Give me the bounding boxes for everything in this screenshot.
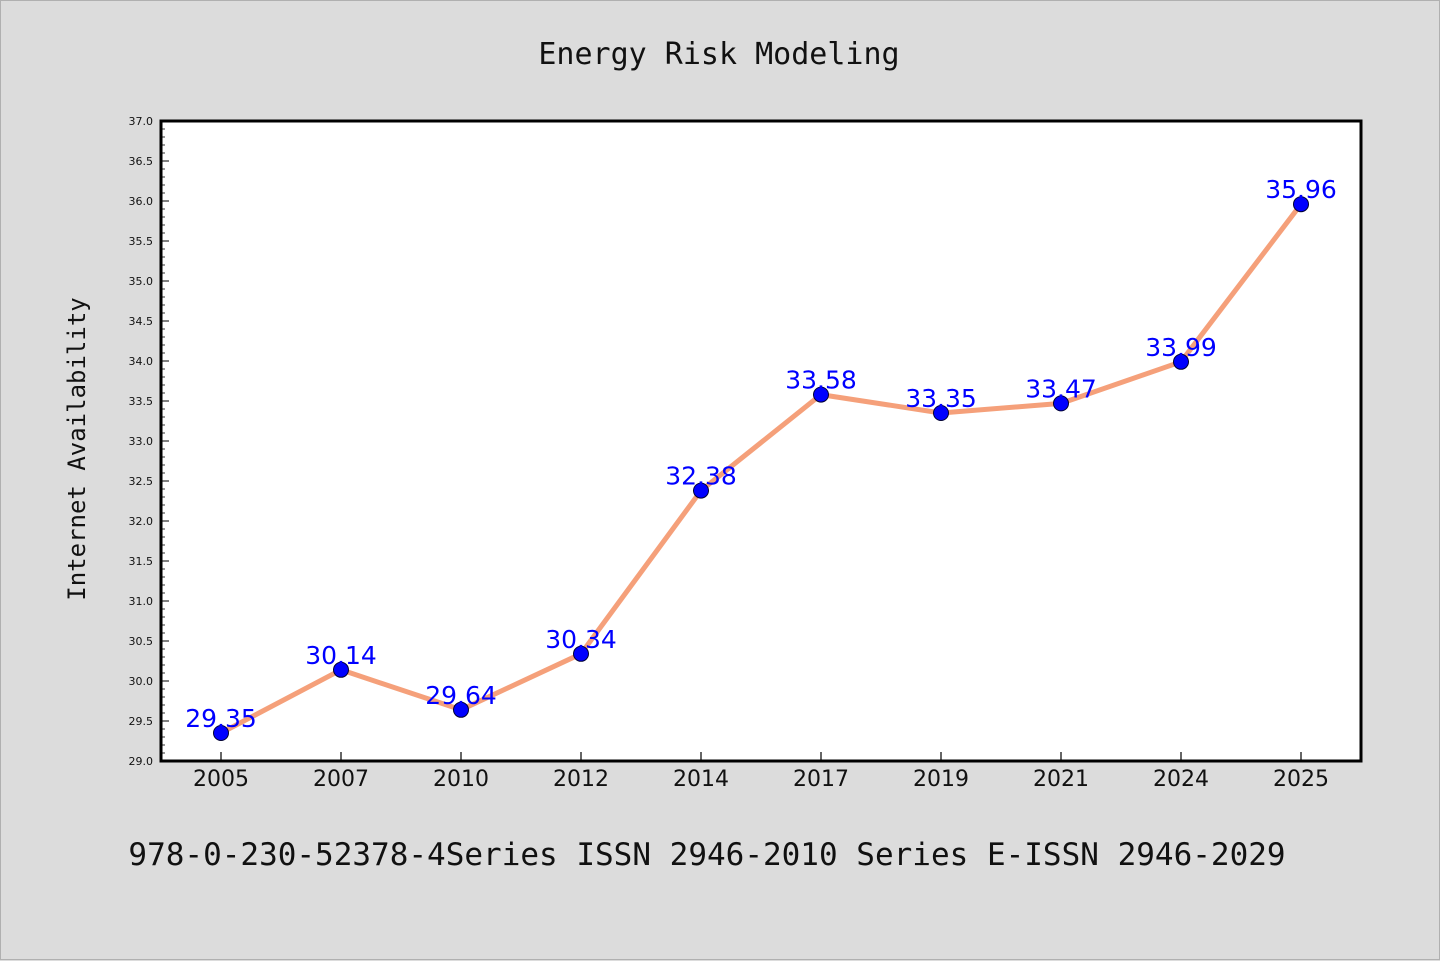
- data-point: [693, 482, 709, 499]
- y-tick-label: 36.0: [129, 195, 154, 208]
- y-tick-label: 30.0: [129, 675, 154, 688]
- y-tick-label: 33.0: [129, 435, 154, 448]
- y-tick-label: 30.5: [129, 635, 154, 648]
- data-label-layer: 29.35 30.14 29.64 30.34 32.38 33.58 33.35 33.47…: [185, 175, 1337, 733]
- y-tick-label: 31.0: [129, 595, 154, 608]
- data-label: 33.58: [785, 366, 857, 395]
- y-axis-label: Internet Availability: [63, 297, 91, 600]
- y-tick-label: 35.0: [129, 275, 154, 288]
- data-point: [1173, 353, 1189, 370]
- data-point: [453, 701, 469, 718]
- x-tick-label: 2012: [553, 767, 609, 792]
- data-point: [933, 405, 949, 421]
- y-tick-label: 34.0: [129, 355, 154, 368]
- y-tick-label: 37.0: [129, 115, 154, 128]
- chart-title: Energy Risk Modeling: [538, 37, 899, 72]
- x-tick-label: 2017: [793, 767, 849, 792]
- y-tick-label: 32.0: [129, 515, 154, 528]
- y-tick-label: 31.5: [129, 555, 154, 568]
- footer-text: 978-0-230-52378-4Series ISSN 2946-2010 S…: [128, 837, 1285, 873]
- data-label: 35.96: [1265, 175, 1337, 204]
- x-tick-label: 2005: [193, 767, 249, 792]
- y-tick-label: 34.5: [129, 315, 154, 328]
- y-tick-label: 32.5: [129, 475, 154, 488]
- data-point: [1293, 196, 1309, 213]
- x-tick-label: 2025: [1273, 767, 1329, 792]
- x-tick-label: 2024: [1153, 767, 1209, 792]
- x-tick-label: 2010: [433, 767, 489, 792]
- data-label: 33.47: [1025, 374, 1097, 403]
- x-tick-label: 2021: [1033, 767, 1089, 792]
- y-tick-label: 36.5: [129, 155, 154, 168]
- y-tick-label: 29.5: [129, 715, 154, 728]
- data-point: [573, 645, 589, 662]
- data-label: 33.35: [905, 384, 977, 413]
- x-axis: 2005 2007 2010 2012 2014 2017 2019 2021 2024 2025: [193, 752, 1329, 792]
- data-label: 32.38: [665, 462, 737, 491]
- y-tick-label: 33.5: [129, 395, 154, 408]
- x-tick-label: 2014: [673, 767, 729, 792]
- data-point: [333, 661, 349, 678]
- data-label: 30.34: [545, 625, 617, 654]
- series-line: [218, 201, 1304, 736]
- data-label: 33.99: [1145, 333, 1217, 362]
- data-label: 30.14: [305, 641, 377, 670]
- data-point: [1053, 395, 1069, 412]
- x-tick-label: 2019: [913, 767, 969, 792]
- y-tick-label: 35.5: [129, 235, 154, 248]
- y-tick-label: 29.0: [129, 755, 154, 768]
- x-tick-label: 2007: [313, 767, 369, 792]
- y-axis: 29.0 29.5 30.0 30.5 31.0 31.5 32.0 32.5 33.0 33.5…: [129, 115, 169, 768]
- data-point: [813, 386, 829, 403]
- data-label: 29.35: [185, 704, 257, 733]
- data-label: 29.64: [425, 681, 497, 710]
- data-point: [213, 725, 229, 741]
- series-layer: [213, 196, 1309, 741]
